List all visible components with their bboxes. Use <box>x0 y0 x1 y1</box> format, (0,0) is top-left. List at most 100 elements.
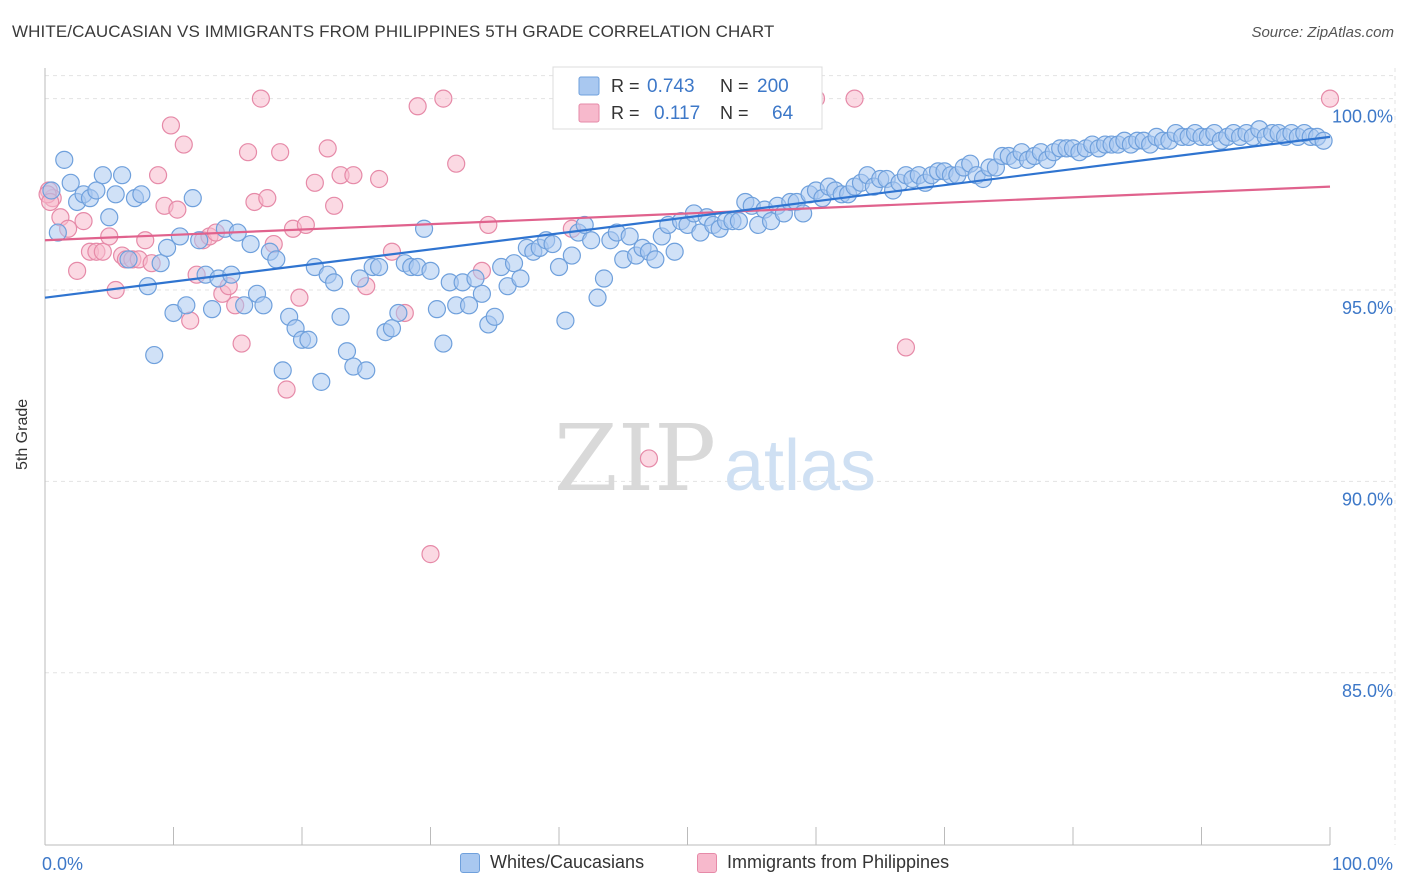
blue-point <box>485 307 504 326</box>
source-label: Source: ZipAtlas.com <box>1251 24 1394 41</box>
legend-r-label: R = <box>611 103 640 123</box>
pink-point <box>74 212 93 231</box>
pink-point <box>238 143 258 162</box>
blue-point <box>582 231 601 250</box>
legend-item-philippines: Immigrants from Philippines <box>697 852 949 873</box>
blue-point <box>55 150 74 169</box>
blue-point <box>357 361 376 380</box>
blue-point <box>421 261 440 280</box>
y-tick-label: 85.0% <box>1342 681 1393 701</box>
blue-point <box>549 257 569 277</box>
pink-point <box>344 166 363 185</box>
pink-point <box>845 89 864 108</box>
blue-point <box>312 372 331 391</box>
blue-point <box>273 361 292 380</box>
blue-point <box>646 250 665 269</box>
pink-point <box>296 215 315 235</box>
pink-point <box>68 261 87 280</box>
pink-point <box>277 380 296 399</box>
blue-point <box>620 227 639 246</box>
blue-point <box>427 300 447 319</box>
tick-labels: 85.0% 90.0% 95.0% 100.0% 0.0% 100.0% <box>42 107 1393 874</box>
pink-point <box>318 139 337 158</box>
blue-point <box>202 300 222 319</box>
blue-point <box>729 212 749 231</box>
blue-point <box>157 238 177 257</box>
blue-point <box>61 173 80 192</box>
pink-point <box>305 173 324 192</box>
blue-point <box>325 273 344 292</box>
blue-point <box>106 185 125 204</box>
legend-top: R = 0.743 N = 200 R = 0.117 N = 64 <box>552 66 823 130</box>
pink-point <box>174 135 193 154</box>
legend-n-value: 200 <box>757 76 789 97</box>
pink-point <box>382 242 402 261</box>
pink-point <box>447 154 466 173</box>
blue-point <box>511 269 530 288</box>
blue-point <box>331 307 350 326</box>
blue-point <box>1314 131 1333 150</box>
blue-trend-line <box>44 135 1331 299</box>
axes <box>44 68 1331 846</box>
blue-point <box>337 342 357 361</box>
pink-point <box>271 143 290 162</box>
blue-point <box>543 234 562 254</box>
blue-point <box>132 185 151 204</box>
pink-point <box>479 215 498 235</box>
blue-point <box>350 269 369 288</box>
blue-point <box>183 189 202 208</box>
blue-point <box>504 254 524 273</box>
blue-point <box>594 269 614 288</box>
pink-point <box>639 449 659 468</box>
pink-point <box>434 89 453 108</box>
legend-r-label: R = <box>611 76 640 96</box>
blue-point <box>556 311 575 330</box>
blue-point <box>414 219 434 238</box>
pink-point <box>290 288 309 307</box>
y-tick-label: 100.0% <box>1332 107 1393 127</box>
legend-r-value: 0.117 <box>654 103 700 124</box>
blue-point <box>466 269 485 288</box>
pink-point <box>251 89 270 108</box>
blue-point <box>190 231 209 250</box>
blue-point <box>472 284 491 303</box>
legend-item-whites: Whites/Caucasians <box>460 852 644 873</box>
pink-point <box>325 196 344 215</box>
blue-point <box>151 254 170 273</box>
x-tick-label: 0.0% <box>42 854 83 874</box>
pink-point <box>1320 89 1340 108</box>
pink-point <box>181 311 200 330</box>
pink-point <box>258 189 277 208</box>
pink-point <box>232 334 251 353</box>
blue-point <box>382 319 402 338</box>
watermark-zip: ZIP <box>554 405 716 512</box>
legend-n-value: 64 <box>772 103 794 124</box>
y-tick-label: 90.0% <box>1342 489 1393 509</box>
pink-point <box>136 231 155 250</box>
pink-point <box>896 338 916 357</box>
blue-point <box>588 288 607 307</box>
legend-label-philippines: Immigrants from Philippines <box>727 852 950 872</box>
blue-point <box>145 345 164 365</box>
blue-point <box>459 296 479 315</box>
watermark-atlas: atlas <box>724 426 876 506</box>
y-tick-label: 95.0% <box>1342 298 1393 318</box>
blue-series-points <box>42 120 1333 391</box>
pink-trend-line <box>44 185 1331 242</box>
x-tick-label: 100.0% <box>1332 854 1393 874</box>
blue-point <box>562 246 581 265</box>
legend-n-label: N = <box>720 103 749 123</box>
pink-point <box>148 166 168 185</box>
gridlines <box>45 68 1396 845</box>
chart-title: WHITE/CAUCASIAN VS IMMIGRANTS FROM PHILI… <box>12 22 775 41</box>
pink-point <box>93 242 112 261</box>
pink-series-points <box>38 89 1340 564</box>
legend-label-whites: Whites/Caucasians <box>490 852 645 872</box>
blue-point <box>299 330 318 349</box>
blue-point <box>370 257 389 277</box>
blue-point <box>241 234 260 254</box>
pink-point <box>168 200 187 219</box>
legend-bottom: Whites/Caucasians Immigrants from Philip… <box>0 852 1406 878</box>
legend-n-label: N = <box>720 76 749 96</box>
